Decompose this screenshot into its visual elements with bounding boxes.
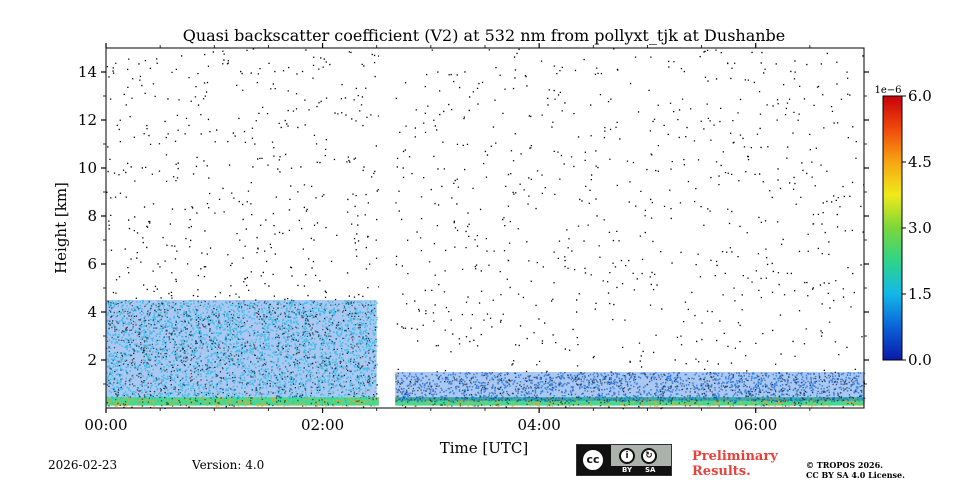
x-axis-label: Time [UTC]: [440, 439, 529, 457]
x-tick-label: 00:00: [84, 416, 127, 434]
footer-date: 2026-02-23: [48, 458, 118, 472]
colorbar: 1e−6 0.0 1.5 3.0 4.5 6.0: [874, 85, 931, 369]
colorbar-ticks: 0.0 1.5 3.0 4.5 6.0: [902, 87, 932, 369]
sa-share-alike-icon: ↻: [641, 448, 657, 464]
preliminary-line-1: Preliminary: [692, 449, 778, 464]
layer-boundary-layer-later: [395, 372, 866, 403]
y-tick-label: 8: [87, 207, 97, 225]
by-label: BY: [622, 466, 633, 474]
data-gap: [378, 48, 396, 408]
cc-license-badge[interactable]: cc i ↻ BY SA: [576, 444, 672, 476]
y-tick-label: 12: [78, 111, 97, 129]
copyright-line-2: CC BY SA 4.0 License.: [806, 470, 905, 480]
copyright-line-1: © TROPOS 2026.: [806, 460, 883, 470]
cc-badge-bar: [611, 466, 671, 475]
layer-dark-speckle: [106, 397, 856, 407]
x-axis: 00:00 02:00 04:00 06:00: [84, 43, 811, 434]
layer-speckle: [106, 397, 866, 408]
layer-speckle: [395, 372, 866, 403]
sa-label: SA: [645, 466, 656, 474]
cc-icon: cc: [581, 448, 605, 472]
y-tick-label: 14: [78, 63, 97, 81]
colorbar-tick-label: 3.0: [908, 219, 932, 237]
layer-surface-aerosol-layer: [106, 397, 866, 408]
x-tick-label: 04:00: [518, 416, 561, 434]
preliminary-results-note: Preliminary Results.: [692, 449, 778, 479]
colorbar-tick-label: 4.5: [908, 153, 932, 171]
x-tick-label: 06:00: [734, 416, 777, 434]
by-attribution-icon: i: [619, 448, 635, 464]
footer-version: Version: 4.0: [192, 458, 265, 472]
y-tick-label: 6: [87, 255, 97, 273]
colorbar-tick-label: 1.5: [908, 285, 932, 303]
layer-dark-speckle: [106, 300, 377, 399]
copyright-note: © TROPOS 2026. CC BY SA 4.0 License.: [806, 460, 905, 480]
y-tick-label: 2: [87, 351, 97, 369]
colorbar-tick-label: 6.0: [908, 87, 932, 105]
y-tick-label: 10: [78, 159, 97, 177]
colorbar-gradient: [882, 95, 903, 361]
x-tick-label: 02:00: [301, 416, 344, 434]
colorbar-multiplier: 1e−6: [874, 85, 901, 96]
plot-area: [105, 47, 866, 410]
layer-speckle: [106, 300, 379, 399]
layer-fill: [106, 397, 864, 406]
chart-title: Quasi backscatter coefficient (V2) at 53…: [183, 26, 786, 45]
y-axis: 2 4 6 8 10 12 14: [78, 63, 869, 385]
y-tick-label: 4: [87, 303, 97, 321]
aerosol-layers: [106, 300, 866, 408]
y-axis-label: Height [km]: [52, 182, 70, 274]
layer-boundary-layer-morning: [106, 300, 379, 399]
colorbar-tick-label: 0.0: [908, 351, 932, 369]
preliminary-line-2: Results.: [692, 464, 751, 479]
